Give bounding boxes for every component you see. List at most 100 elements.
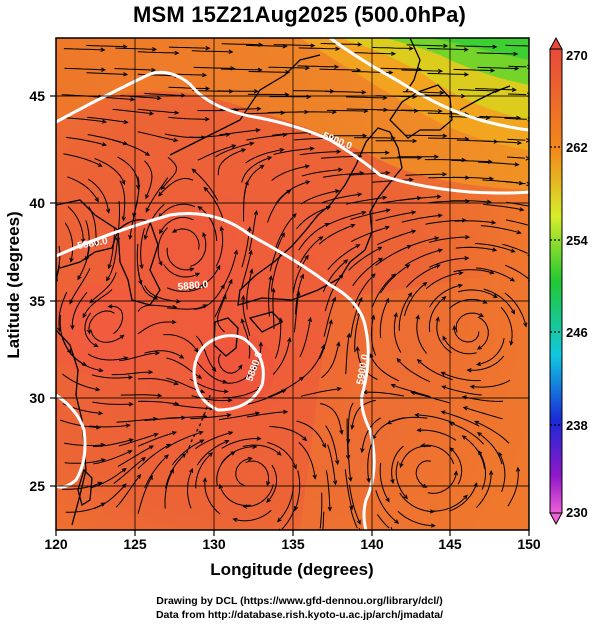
streamline-arrowhead [98, 410, 104, 416]
streamline-arrowhead [391, 273, 396, 279]
streamline-arrowhead [377, 257, 383, 262]
streamline-arrowhead [199, 439, 205, 444]
streamline-arrowhead [227, 398, 233, 403]
y-tick-45: 45 [29, 88, 45, 104]
streamline-arrowhead [366, 477, 371, 483]
streamline-arrowhead [198, 430, 204, 435]
streamline-arrowhead [307, 316, 312, 323]
streamline-arrowhead [492, 293, 498, 299]
streamline-arrowhead [433, 154, 440, 159]
streamline-arrowhead [148, 369, 154, 375]
streamline-arrowhead [396, 357, 402, 363]
streamline [166, 304, 207, 310]
colorbar-label-246: 246 [566, 325, 588, 340]
streamline [352, 257, 383, 287]
streamline-arrowhead [478, 450, 483, 456]
streamline-arrowhead [252, 444, 258, 449]
streamline [379, 298, 389, 338]
streamline [427, 48, 468, 51]
streamline-arrowhead [125, 423, 131, 428]
y-tick-35: 35 [29, 293, 45, 309]
streamline-arrowhead [121, 216, 127, 222]
streamline-arrowhead [478, 312, 485, 317]
streamline [324, 90, 366, 93]
streamline-arrowhead [268, 275, 273, 281]
streamline [163, 264, 200, 278]
streamline-arrowhead [105, 208, 111, 214]
streamline [214, 279, 233, 318]
streamline-arrowhead [266, 481, 271, 487]
streamline [137, 131, 178, 142]
streamline [348, 172, 390, 176]
streamline [89, 272, 117, 303]
streamline-arrowhead [384, 150, 390, 155]
streamline [92, 401, 133, 405]
streamline-arrowhead [95, 387, 101, 392]
streamline-arrowhead [122, 483, 127, 489]
streamline [272, 288, 275, 330]
streamline-arrowhead [498, 451, 503, 457]
streamline [111, 139, 150, 156]
streamline [477, 66, 519, 70]
streamline [415, 414, 455, 424]
wind-streamlines [56, 42, 529, 530]
map-title: MSM 15Z21Aug2025 (500.0hPa) [132, 2, 467, 27]
streamline-arrowhead [377, 246, 383, 251]
streamline-arrowhead [107, 264, 112, 270]
streamline-arrowhead [357, 42, 363, 47]
streamline [166, 247, 194, 271]
streamline [470, 379, 511, 388]
streamline [399, 492, 434, 513]
streamline [354, 312, 361, 353]
streamline [190, 232, 207, 267]
streamline-arrowhead [336, 341, 341, 347]
streamline-arrowhead [394, 519, 400, 524]
streamline-arrowhead [362, 133, 368, 138]
streamline [158, 177, 194, 197]
streamline-arrowhead [463, 47, 469, 52]
streamline-arrowhead [254, 411, 261, 416]
streamline [64, 67, 105, 71]
streamline-arrowhead [385, 497, 390, 503]
streamline [157, 227, 168, 266]
streamline-arrowhead [382, 195, 388, 200]
streamline [71, 291, 88, 329]
streamline [400, 109, 442, 112]
streamline [457, 89, 499, 92]
streamline [350, 297, 363, 337]
streamline-arrowhead [155, 350, 161, 356]
streamline [235, 457, 252, 487]
streamline-arrowhead [339, 429, 344, 435]
streamline [195, 452, 213, 489]
streamline [298, 47, 340, 50]
streamline [145, 177, 169, 212]
streamline [344, 469, 353, 510]
streamline [349, 506, 358, 529]
streamline-arrowhead [461, 435, 467, 440]
streamline [186, 468, 193, 509]
streamline-arrowhead [93, 343, 99, 348]
streamline-arrowhead [437, 68, 444, 74]
streamline-arrowhead [437, 248, 444, 253]
streamline [352, 273, 376, 309]
streamline-arrowhead [519, 207, 525, 212]
streamline [215, 226, 224, 267]
streamline-arrowhead [271, 287, 276, 293]
streamline [354, 52, 395, 55]
streamline-arrowhead [123, 72, 129, 77]
streamline [375, 211, 416, 222]
streamline [348, 484, 361, 524]
streamline-arrowhead [526, 181, 529, 187]
streamline [204, 478, 221, 515]
streamline-arrowhead [361, 90, 367, 95]
streamline [92, 438, 133, 448]
streamline-arrowhead [189, 467, 194, 474]
streamline-arrowhead [331, 296, 336, 302]
streamline-arrowhead [128, 402, 134, 407]
streamline [140, 228, 145, 269]
streamline-arrowhead [211, 366, 217, 372]
streamline [195, 335, 216, 372]
credit-data-source: Data from http://database.rish.kyoto-u.a… [155, 609, 444, 621]
streamline [86, 44, 127, 48]
streamline-arrowhead [174, 110, 180, 115]
